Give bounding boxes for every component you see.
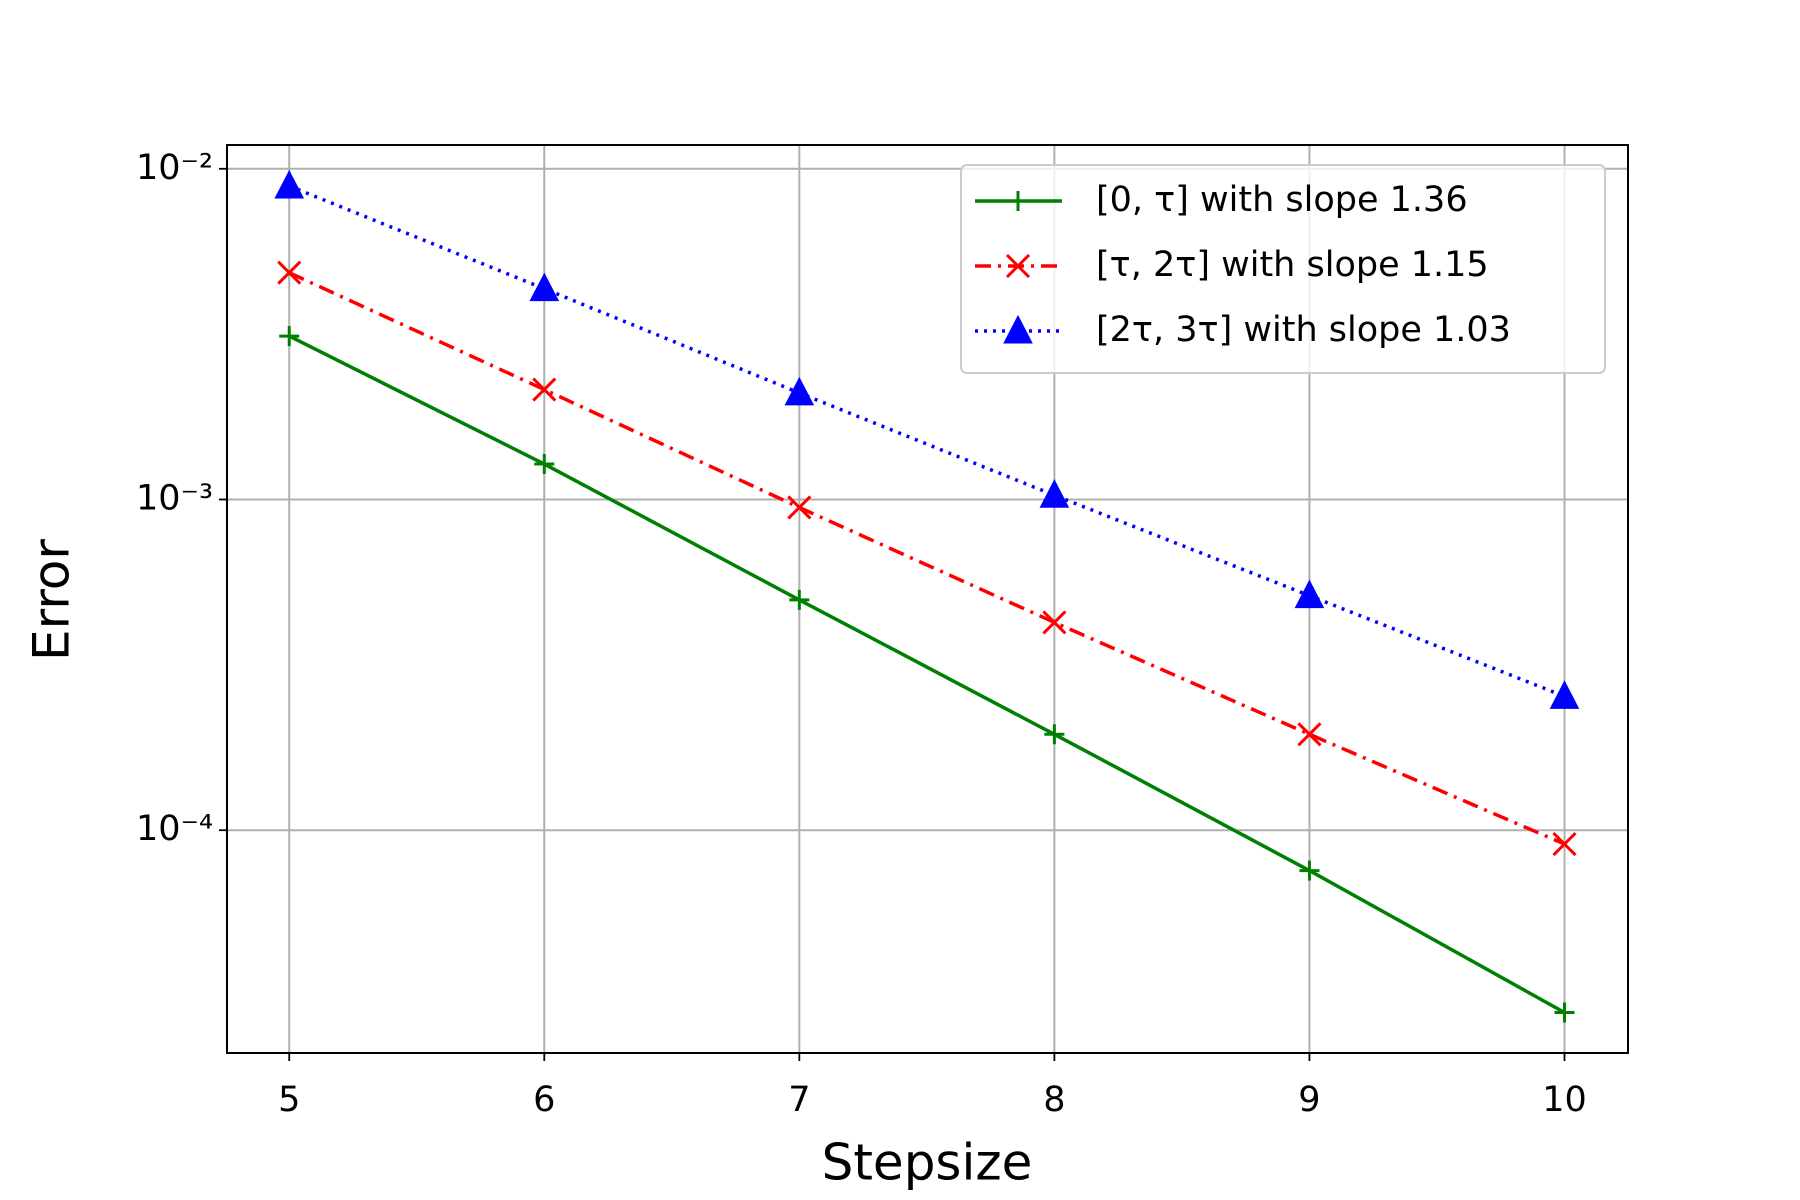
y-tick-label: 10⁻⁴ [136, 809, 213, 849]
marker [1042, 610, 1067, 635]
marker [534, 454, 555, 475]
legend-label: [0, τ] with slope 1.36 [1096, 180, 1468, 220]
y-tick-label: 10⁻² [136, 148, 213, 188]
marker [279, 326, 300, 347]
x-tick-label: 6 [533, 1080, 555, 1120]
y-axis-label: Error [23, 539, 81, 661]
series-line [288, 334, 1566, 1015]
marker [529, 272, 560, 302]
series-line [288, 271, 1566, 846]
legend-label: [2τ, 3τ] with slope 1.03 [1096, 310, 1511, 350]
x-tick-label: 9 [1298, 1080, 1320, 1120]
marker [1549, 680, 1580, 709]
marker [787, 495, 812, 520]
legend-frame [960, 164, 1606, 374]
marker [277, 260, 302, 285]
legend-marker [1008, 191, 1028, 211]
marker [532, 377, 557, 402]
marker [1044, 724, 1065, 745]
x-tick-label: 8 [1043, 1080, 1065, 1120]
plot-frame [226, 144, 1629, 1054]
marker [1039, 479, 1070, 508]
marker [1299, 860, 1320, 881]
marker [1297, 722, 1322, 747]
legend-label: [τ, 2τ] with slope 1.15 [1096, 245, 1489, 285]
marker [784, 376, 815, 406]
x-tick-label: 5 [278, 1080, 300, 1120]
y-tick-label: 10⁻³ [136, 478, 213, 518]
marker [1554, 1002, 1575, 1023]
marker [274, 169, 305, 199]
marker [789, 589, 810, 610]
x-tick-label: 7 [788, 1080, 810, 1120]
x-axis-label: Stepsize [822, 1134, 1033, 1192]
marker [1294, 579, 1325, 609]
legend-marker [1005, 253, 1031, 279]
marker [1552, 832, 1577, 857]
series-line [288, 184, 1566, 698]
legend-marker [1003, 314, 1033, 344]
x-tick-label: 10 [1542, 1080, 1587, 1120]
